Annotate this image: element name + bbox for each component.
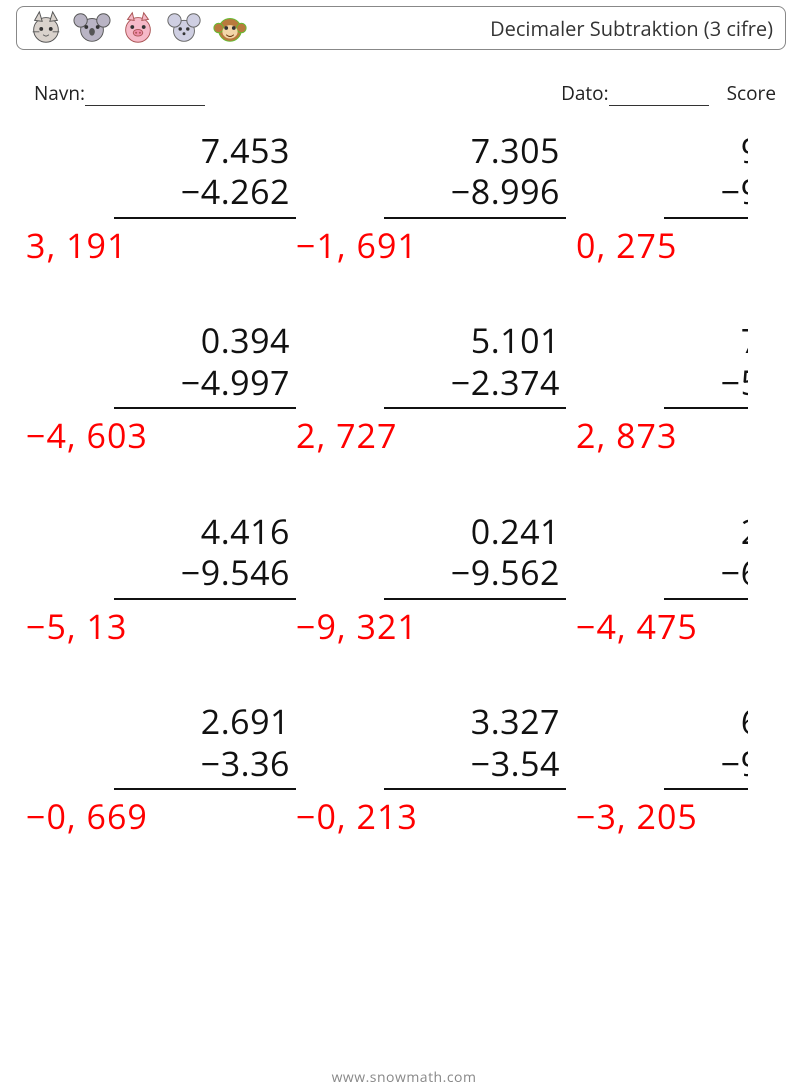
rule-line bbox=[114, 788, 296, 790]
answer: −1, 691 bbox=[296, 225, 574, 266]
rule-line bbox=[384, 217, 566, 219]
minuend: 6.3 bbox=[624, 701, 748, 742]
rule-line bbox=[664, 598, 748, 600]
problem: 3.327−3.54−0, 213 bbox=[344, 701, 574, 837]
subtrahend: −6.7 bbox=[624, 552, 748, 593]
subtrahend: −3.54 bbox=[344, 743, 574, 784]
subtrahend: −4.997 bbox=[74, 362, 304, 403]
rule-line bbox=[664, 788, 748, 790]
minuend: 7.9 bbox=[624, 320, 748, 361]
meta-row: Navn: Dato: Score bbox=[14, 80, 784, 130]
answer: −3, 205 bbox=[576, 796, 748, 837]
problem: 2.2−6.7−4, 475 bbox=[624, 511, 748, 647]
rule-line bbox=[114, 598, 296, 600]
minuend: 5.101 bbox=[344, 320, 574, 361]
date-label: Dato: bbox=[561, 80, 609, 106]
rule-line bbox=[384, 598, 566, 600]
rule-line bbox=[384, 407, 566, 409]
footer-url: www.snowmath.com bbox=[14, 1068, 794, 1087]
subtrahend: −8.996 bbox=[344, 171, 574, 212]
worksheet-page: Decimaler Subtraktion (3 cifre) Navn: Da… bbox=[0, 0, 794, 1087]
koala-icon bbox=[73, 9, 111, 47]
name-line[interactable] bbox=[85, 80, 205, 106]
minuend: 4.416 bbox=[74, 511, 304, 552]
minuend: 2.691 bbox=[74, 701, 304, 742]
minuend: 9.8 bbox=[624, 130, 748, 171]
problem: 7.9−5.12, 873 bbox=[624, 320, 748, 456]
answer: 2, 873 bbox=[576, 415, 748, 456]
answer: −4, 475 bbox=[576, 606, 748, 647]
minuend: 2.2 bbox=[624, 511, 748, 552]
answer: −0, 213 bbox=[296, 796, 574, 837]
problem: 9.8−9.50, 275 bbox=[624, 130, 748, 266]
animal-row bbox=[27, 9, 249, 47]
answer: −4, 603 bbox=[26, 415, 304, 456]
answer: 3, 191 bbox=[26, 225, 304, 266]
worksheet-title: Decimaler Subtraktion (3 cifre) bbox=[490, 15, 773, 42]
date-line[interactable] bbox=[609, 80, 709, 106]
rule-line bbox=[664, 407, 748, 409]
problem: 2.691−3.36−0, 669 bbox=[74, 701, 304, 837]
subtrahend: −9.5 bbox=[624, 171, 748, 212]
answer: −9, 321 bbox=[296, 606, 574, 647]
pig-icon bbox=[119, 9, 157, 47]
answer: −0, 669 bbox=[26, 796, 304, 837]
minuend: 7.453 bbox=[74, 130, 304, 171]
subtrahend: −9.5 bbox=[624, 743, 748, 784]
subtrahend: −3.36 bbox=[74, 743, 304, 784]
rule-line bbox=[664, 217, 748, 219]
answer: 2, 727 bbox=[296, 415, 574, 456]
subtrahend: −2.374 bbox=[344, 362, 574, 403]
answer: 0, 275 bbox=[576, 225, 748, 266]
problem: 4.416−9.546−5, 13 bbox=[74, 511, 304, 647]
score-label: Score bbox=[727, 80, 776, 106]
problem: 0.241−9.562−9, 321 bbox=[344, 511, 574, 647]
minuend: 0.241 bbox=[344, 511, 574, 552]
subtrahend: −9.546 bbox=[74, 552, 304, 593]
rule-line bbox=[114, 217, 296, 219]
problem: 7.305−8.996−1, 691 bbox=[344, 130, 574, 266]
header-bar: Decimaler Subtraktion (3 cifre) bbox=[16, 6, 786, 50]
minuend: 3.327 bbox=[344, 701, 574, 742]
problem: 7.453−4.2623, 191 bbox=[74, 130, 304, 266]
rule-line bbox=[114, 407, 296, 409]
minuend: 0.394 bbox=[74, 320, 304, 361]
subtrahend: −9.562 bbox=[344, 552, 574, 593]
cat-icon bbox=[27, 9, 65, 47]
name-label: Navn: bbox=[34, 80, 85, 106]
mouse-icon bbox=[165, 9, 203, 47]
minuend: 7.305 bbox=[344, 130, 574, 171]
monkey-icon bbox=[211, 9, 249, 47]
rule-line bbox=[384, 788, 566, 790]
problem-grid: 7.453−4.2623, 1917.305−8.996−1, 6919.8−9… bbox=[14, 130, 748, 838]
answer: −5, 13 bbox=[26, 606, 304, 647]
problem: 5.101−2.3742, 727 bbox=[344, 320, 574, 456]
problem: 6.3−9.5−3, 205 bbox=[624, 701, 748, 837]
subtrahend: −5.1 bbox=[624, 362, 748, 403]
problem: 0.394−4.997−4, 603 bbox=[74, 320, 304, 456]
subtrahend: −4.262 bbox=[74, 171, 304, 212]
